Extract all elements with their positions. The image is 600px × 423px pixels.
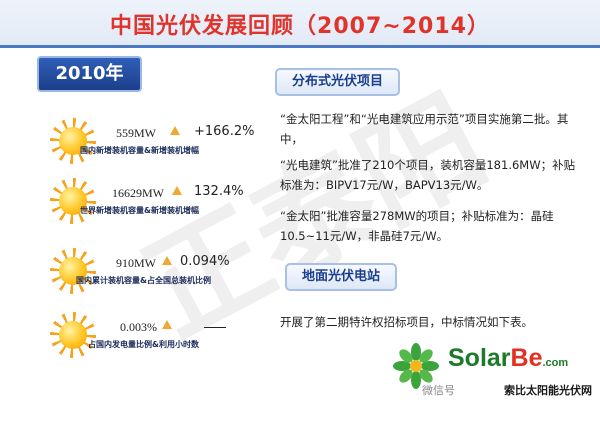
increase-arrow-icon: [172, 186, 182, 195]
no-data-dash: [204, 327, 226, 328]
sun-icon: [50, 118, 96, 164]
distributed-paragraph-3: “金太阳”批准容量278MW的项目；补贴标准为：晶硅10.5~11元/W，非晶硅…: [280, 209, 554, 243]
stat-value: 559MW: [116, 126, 156, 140]
stat-row-3: 910MW 0.094% 国内累计装机容量&占全国总装机比例: [50, 248, 290, 308]
increase-arrow-icon: [162, 320, 172, 329]
stat-row-2: 16629MW 132.4% 世界新增装机容量&新增装机增幅: [50, 178, 290, 238]
distributed-paragraph-2: “光电建筑”批准了210个项目，装机容量181.6MW；补贴标准为：BIPV17…: [280, 158, 576, 192]
stat-caption: 占国内发电量比例&利用小时数: [88, 340, 199, 349]
increase-arrow-icon: [170, 126, 180, 135]
sun-icon: [50, 178, 96, 224]
increase-arrow-icon: [162, 256, 172, 265]
year-badge: 2010年: [37, 56, 142, 92]
logo-subtitle: 索比太阳能光伏网: [504, 384, 592, 397]
stat-value: 16629MW: [112, 186, 164, 200]
header-bar: 中国光伏发展回顾（2007~2014）: [0, 0, 600, 48]
sun-icon: [50, 312, 96, 358]
page-title: 中国光伏发展回顾（2007~2014）: [110, 14, 490, 39]
solarbe-logo: SolarBe.com 微信号 索比太阳能光伏网: [392, 340, 592, 410]
stat-change: +166.2%: [194, 124, 255, 139]
stat-caption: 国内新增装机容量&新增装机增幅: [80, 146, 199, 155]
logo-wordmark: SolarBe.com: [448, 344, 569, 372]
stat-caption: 国内累计装机容量&占全国总装机比例: [76, 276, 211, 285]
section-title-distributed: 分布式光伏项目: [275, 68, 400, 96]
ground-paragraph-1: 开展了第二期特许权招标项目，中标情况如下表。: [280, 315, 533, 329]
stat-row-1: 559MW +166.2% 国内新增装机容量&新增装机增幅: [50, 118, 290, 178]
stat-change: 132.4%: [194, 184, 244, 199]
stat-caption: 世界新增装机容量&新增装机增幅: [80, 206, 199, 215]
wechat-label: 微信号: [422, 384, 455, 397]
stat-change: 0.094%: [180, 254, 230, 269]
distributed-paragraph-1: “金太阳工程”和“光电建筑应用示范”项目实施第二批。其中，: [280, 112, 569, 146]
stat-row-4: 0.003% 占国内发电量比例&利用小时数: [50, 312, 290, 372]
section-title-ground: 地面光伏电站: [285, 263, 397, 291]
sun-icon: [50, 248, 96, 294]
flower-logo-icon: [393, 343, 439, 389]
stat-value: 0.003%: [120, 320, 157, 334]
stat-value: 910MW: [116, 256, 156, 270]
